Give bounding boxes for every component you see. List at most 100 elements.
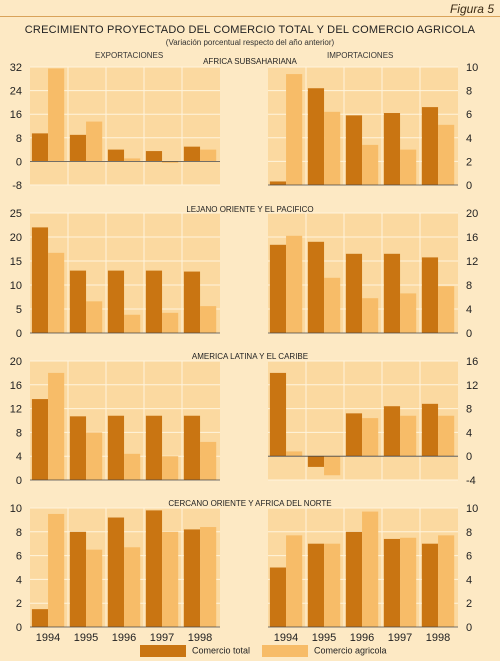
- bar-comercio-total: [269, 181, 287, 185]
- y-tick-label: 0: [466, 328, 472, 340]
- x-tick-label: 1995: [312, 632, 336, 644]
- legend-agri: Comercio agricola: [262, 645, 387, 657]
- x-tick-label: 1995: [74, 632, 98, 644]
- x-tick-label: 1996: [350, 632, 374, 644]
- bar-comercio-total: [307, 241, 325, 333]
- y-tick-label: 24: [10, 86, 22, 98]
- y-tick-label: 4: [466, 304, 472, 316]
- bar-comercio-agricola: [400, 293, 417, 333]
- bar-comercio-agricola: [200, 149, 217, 162]
- bar-comercio-total: [31, 609, 49, 627]
- bar-comercio-total: [269, 567, 287, 627]
- y-tick-label: 0: [16, 475, 22, 487]
- y-tick-label: 10: [466, 62, 478, 74]
- bar-comercio-total: [307, 88, 325, 185]
- y-tick-label: 0: [466, 180, 472, 192]
- y-tick-label: 0: [16, 156, 22, 168]
- bar-comercio-total: [69, 270, 87, 333]
- region-title: AMERICA LATINA Y EL CARIBE: [192, 352, 308, 361]
- y-tick-label: 12: [466, 380, 478, 392]
- bar-comercio-total: [421, 107, 439, 185]
- bar-comercio-total: [107, 517, 125, 627]
- bar-comercio-total: [345, 413, 363, 457]
- y-tick-label: 25: [10, 208, 22, 220]
- bar-comercio-total: [269, 372, 287, 457]
- region-title: AFRICA SUBSAHARIANA: [203, 57, 297, 66]
- y-tick-label: 8: [16, 427, 22, 439]
- bar-comercio-agricola: [86, 432, 103, 480]
- y-tick-label: 4: [466, 133, 472, 145]
- bar-comercio-total: [307, 543, 325, 627]
- bar-comercio-agricola: [162, 161, 179, 163]
- y-tick-label: 0: [466, 451, 472, 463]
- bar-comercio-total: [107, 270, 125, 333]
- bar-comercio-agricola: [362, 298, 379, 333]
- imports-column-label: IMPORTACIONES: [327, 51, 394, 60]
- bar-comercio-total: [145, 270, 163, 333]
- legend-agri-swatch: [262, 645, 308, 657]
- bar-comercio-total: [307, 456, 325, 467]
- y-tick-label: 16: [10, 109, 22, 121]
- bar-comercio-total: [421, 257, 439, 333]
- x-tick-label: 1997: [388, 632, 412, 644]
- chart-subtitle: (Variación porcentual respecto del año a…: [165, 38, 335, 47]
- bar-comercio-agricola: [438, 535, 455, 627]
- bar-comercio-agricola: [48, 252, 65, 333]
- bar-comercio-total: [145, 415, 163, 480]
- y-tick-label: 15: [10, 256, 22, 268]
- bar-comercio-agricola: [324, 111, 341, 185]
- y-tick-label: 4: [466, 427, 472, 439]
- bar-comercio-agricola: [400, 149, 417, 185]
- top-rule: [0, 16, 500, 17]
- bar-comercio-agricola: [286, 74, 303, 185]
- bar-comercio-agricola: [438, 415, 455, 457]
- bar-comercio-agricola: [200, 306, 217, 333]
- y-tick-label: 10: [466, 503, 478, 515]
- y-tick-label: 2: [16, 598, 22, 610]
- bar-comercio-agricola: [286, 451, 303, 457]
- y-tick-label: 8: [466, 280, 472, 292]
- bar-comercio-agricola: [48, 513, 65, 627]
- y-tick-label: -8: [12, 180, 22, 192]
- bar-comercio-total: [421, 543, 439, 627]
- bar-comercio-total: [383, 538, 401, 627]
- bar-comercio-total: [69, 531, 87, 627]
- bar-comercio-total: [269, 244, 287, 333]
- bar-comercio-agricola: [200, 441, 217, 480]
- y-tick-label: 12: [466, 256, 478, 268]
- y-tick-label: 8: [16, 133, 22, 145]
- bar-comercio-agricola: [86, 121, 103, 162]
- bar-comercio-agricola: [438, 124, 455, 185]
- bar-comercio-agricola: [324, 277, 341, 333]
- y-tick-label: 32: [10, 62, 22, 74]
- bar-comercio-agricola: [324, 543, 341, 627]
- bar-comercio-agricola: [286, 235, 303, 333]
- bar-comercio-total: [345, 115, 363, 185]
- bar-comercio-total: [383, 113, 401, 185]
- y-tick-label: 16: [466, 356, 478, 368]
- x-tick-label: 1998: [426, 632, 450, 644]
- y-tick-label: 16: [10, 380, 22, 392]
- y-tick-label: 12: [10, 404, 22, 416]
- bar-comercio-total: [383, 253, 401, 333]
- y-tick-label: -4: [466, 475, 476, 487]
- y-tick-label: 6: [16, 551, 22, 563]
- bar-comercio-agricola: [362, 144, 379, 185]
- y-tick-label: 0: [16, 622, 22, 634]
- y-tick-label: 6: [466, 109, 472, 121]
- bar-comercio-agricola: [286, 535, 303, 627]
- bar-comercio-total: [145, 510, 163, 627]
- bar-comercio-agricola: [362, 511, 379, 627]
- bar-comercio-total: [31, 133, 49, 162]
- bar-comercio-agricola: [324, 456, 341, 476]
- bar-comercio-agricola: [162, 456, 179, 480]
- y-tick-label: 20: [10, 356, 22, 368]
- bar-comercio-agricola: [438, 286, 455, 333]
- bar-comercio-agricola: [124, 158, 141, 162]
- bar-comercio-total: [31, 227, 49, 333]
- y-tick-label: 8: [16, 527, 22, 539]
- y-tick-label: 10: [10, 280, 22, 292]
- y-tick-label: 16: [466, 232, 478, 244]
